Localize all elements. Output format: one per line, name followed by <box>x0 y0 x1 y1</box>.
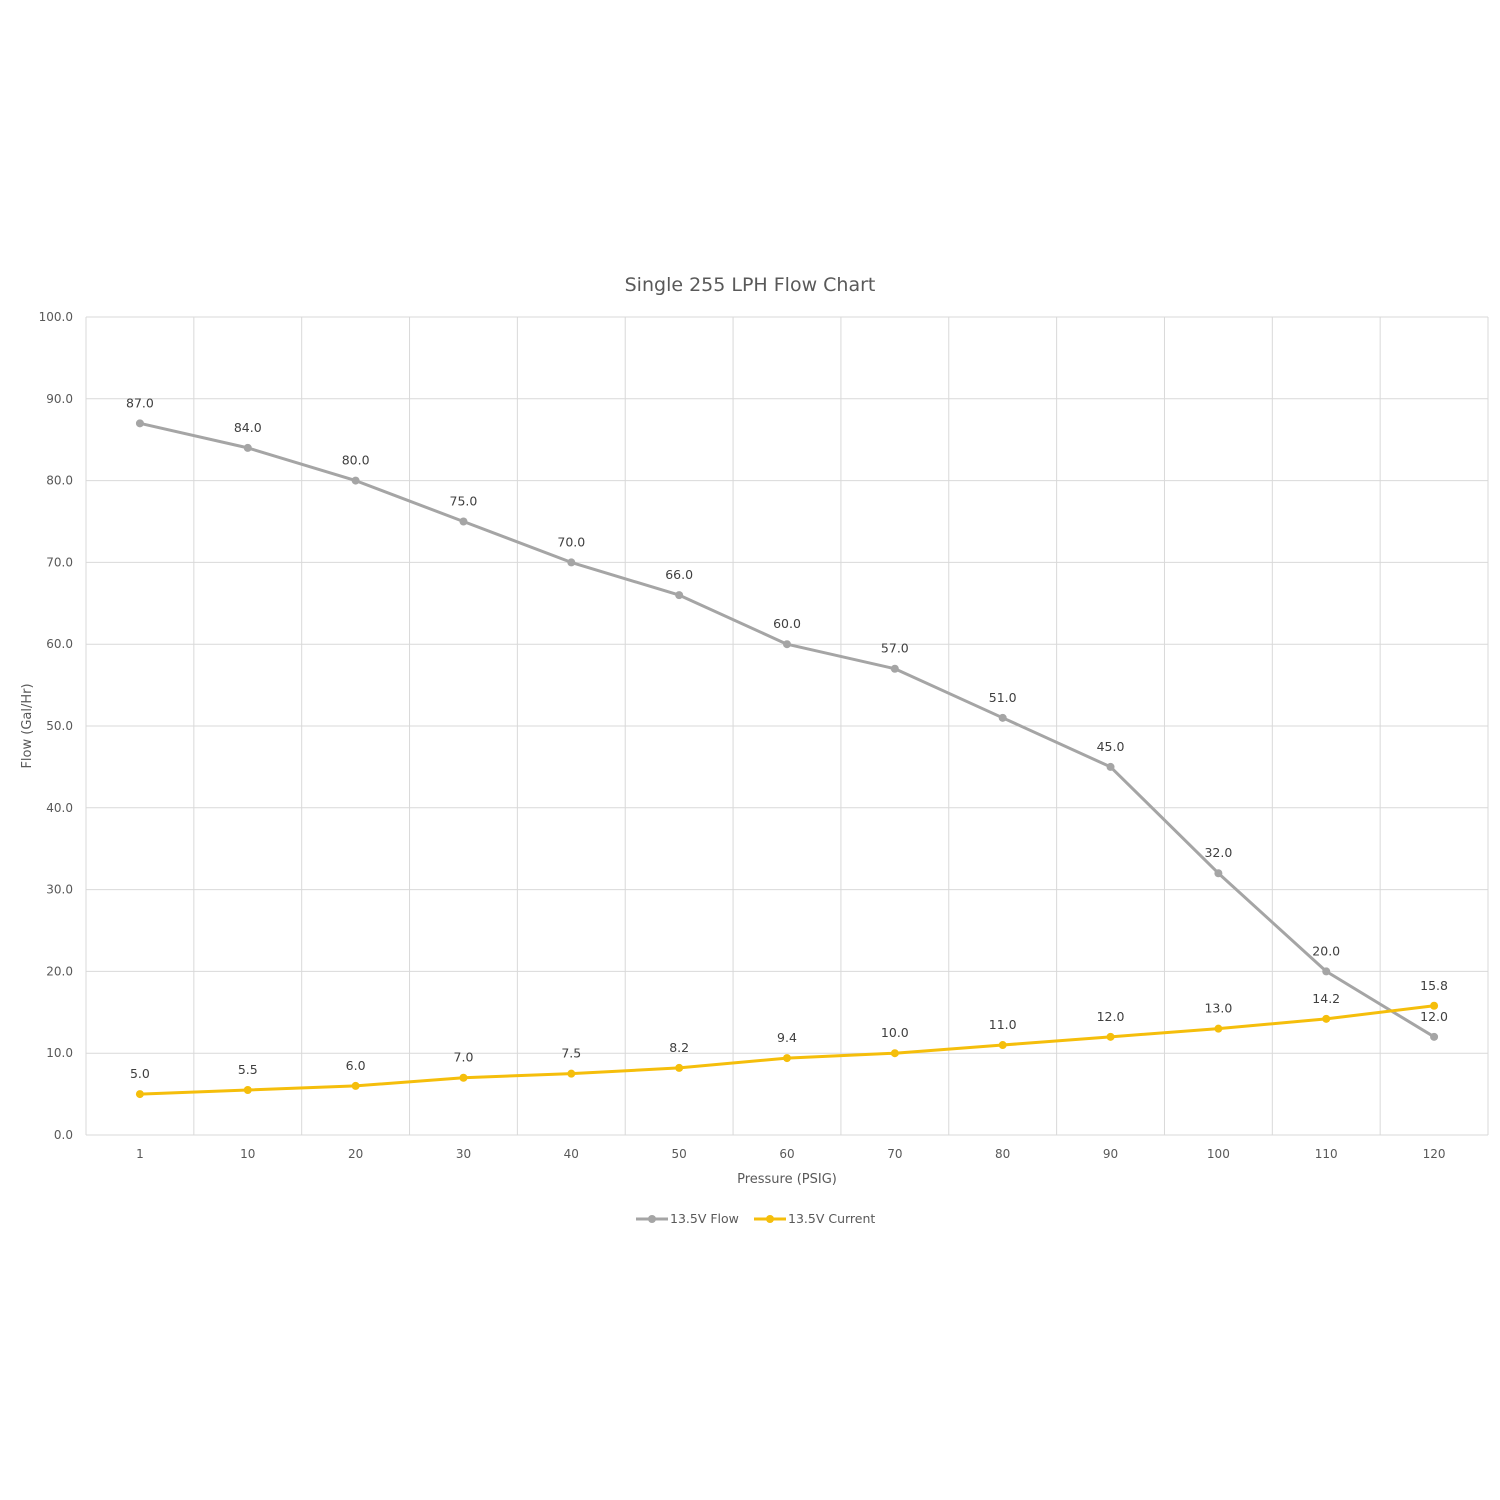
data-label: 66.0 <box>665 567 693 582</box>
data-label: 20.0 <box>1312 943 1340 958</box>
x-tick-label: 100 <box>1207 1147 1230 1161</box>
legend-label: 13.5V Flow <box>670 1211 739 1226</box>
data-point <box>1214 1024 1223 1033</box>
data-label: 5.5 <box>238 1062 258 1077</box>
data-point <box>459 517 468 526</box>
y-tick-label: 50.0 <box>46 719 73 733</box>
x-tick-label: 70 <box>887 1147 902 1161</box>
y-tick-label: 100.0 <box>39 310 73 324</box>
data-point <box>243 1086 252 1095</box>
data-point <box>1322 1014 1331 1023</box>
data-label: 13.0 <box>1204 1001 1232 1016</box>
data-label: 80.0 <box>342 453 370 468</box>
data-point <box>243 443 252 452</box>
data-label: 11.0 <box>989 1017 1017 1032</box>
data-point <box>1106 762 1115 771</box>
x-tick-label: 90 <box>1103 1147 1118 1161</box>
data-label: 51.0 <box>989 690 1017 705</box>
data-point <box>890 664 899 673</box>
legend: 13.5V Flow 13.5V Current <box>636 1211 875 1226</box>
series-layer: 87.0 84.0 80.0 75.0 70.0 66.0 60.0 57.0 51.0 45.0… <box>126 395 1448 1099</box>
data-label: 8.2 <box>669 1040 689 1055</box>
legend-label: 13.5V Current <box>788 1211 875 1226</box>
y-tick-label: 80.0 <box>46 474 73 488</box>
data-point <box>567 1069 576 1078</box>
data-label: 9.4 <box>777 1030 797 1045</box>
x-tick-label: 30 <box>456 1147 471 1161</box>
data-label: 15.8 <box>1420 978 1448 993</box>
data-point <box>1214 869 1223 878</box>
data-point <box>1430 1032 1439 1041</box>
x-axis-label: Pressure (PSIG) <box>737 1172 837 1187</box>
data-point <box>998 713 1007 722</box>
series-line <box>139 421 1435 1039</box>
y-tick-label: 40.0 <box>46 801 73 815</box>
data-point <box>675 1063 684 1072</box>
data-point <box>998 1041 1007 1050</box>
data-point <box>567 558 576 567</box>
legend-swatch-marker <box>648 1215 656 1223</box>
y-tick-labels: 0.0 10.0 20.0 30.0 40.0 50.0 60.0 70.0 80.0 90.0 1… <box>39 310 73 1142</box>
data-label: 32.0 <box>1204 845 1232 860</box>
legend-swatch-marker <box>766 1215 774 1223</box>
x-tick-label: 1 <box>136 1147 144 1161</box>
data-point <box>1106 1032 1115 1041</box>
x-tick-label: 80 <box>995 1147 1010 1161</box>
y-tick-label: 30.0 <box>46 883 73 897</box>
data-label: 75.0 <box>450 494 478 509</box>
data-point <box>783 1054 791 1063</box>
data-label: 84.0 <box>234 420 262 435</box>
x-tick-label: 110 <box>1315 1147 1338 1161</box>
data-label: 45.0 <box>1097 739 1125 754</box>
data-label: 7.5 <box>561 1046 581 1061</box>
data-point <box>890 1049 899 1058</box>
data-point <box>783 640 791 649</box>
chart-title: Single 255 LPH Flow Chart <box>625 274 876 296</box>
data-label: 60.0 <box>773 616 801 631</box>
y-tick-label: 10.0 <box>46 1046 73 1060</box>
data-label: 57.0 <box>881 641 909 656</box>
data-point <box>675 591 684 600</box>
y-tick-label: 0.0 <box>54 1128 73 1142</box>
x-tick-label: 40 <box>564 1147 579 1161</box>
data-point <box>1430 1001 1439 1010</box>
data-point <box>1322 967 1331 976</box>
data-point <box>459 1073 468 1082</box>
data-label: 7.0 <box>454 1050 474 1065</box>
y-tick-label: 90.0 <box>46 392 73 406</box>
x-tick-label: 20 <box>348 1147 363 1161</box>
data-point <box>351 476 360 485</box>
data-label: 87.0 <box>126 395 154 410</box>
grid <box>85 316 1489 1136</box>
y-axis-label: Flow (Gal/Hr) <box>20 683 35 768</box>
x-tick-label: 120 <box>1423 1147 1446 1161</box>
data-label: 6.0 <box>346 1058 366 1073</box>
data-label: 14.2 <box>1312 991 1340 1006</box>
x-tick-labels: 1 10 20 30 40 50 60 70 80 90 100 110 120 <box>136 1147 1445 1161</box>
data-label: 10.0 <box>881 1025 909 1040</box>
y-tick-label: 60.0 <box>46 637 73 651</box>
data-point <box>351 1081 360 1090</box>
data-label: 12.0 <box>1097 1009 1125 1024</box>
x-tick-label: 60 <box>779 1147 794 1161</box>
series-line <box>139 1004 1435 1096</box>
y-tick-label: 20.0 <box>46 964 73 978</box>
x-tick-label: 10 <box>240 1147 255 1161</box>
data-label: 12.0 <box>1420 1009 1448 1024</box>
data-point <box>135 419 144 428</box>
x-tick-label: 50 <box>672 1147 687 1161</box>
data-point <box>135 1090 144 1099</box>
data-label: 5.0 <box>130 1066 150 1081</box>
data-label: 70.0 <box>557 534 585 549</box>
y-tick-label: 70.0 <box>46 555 73 569</box>
